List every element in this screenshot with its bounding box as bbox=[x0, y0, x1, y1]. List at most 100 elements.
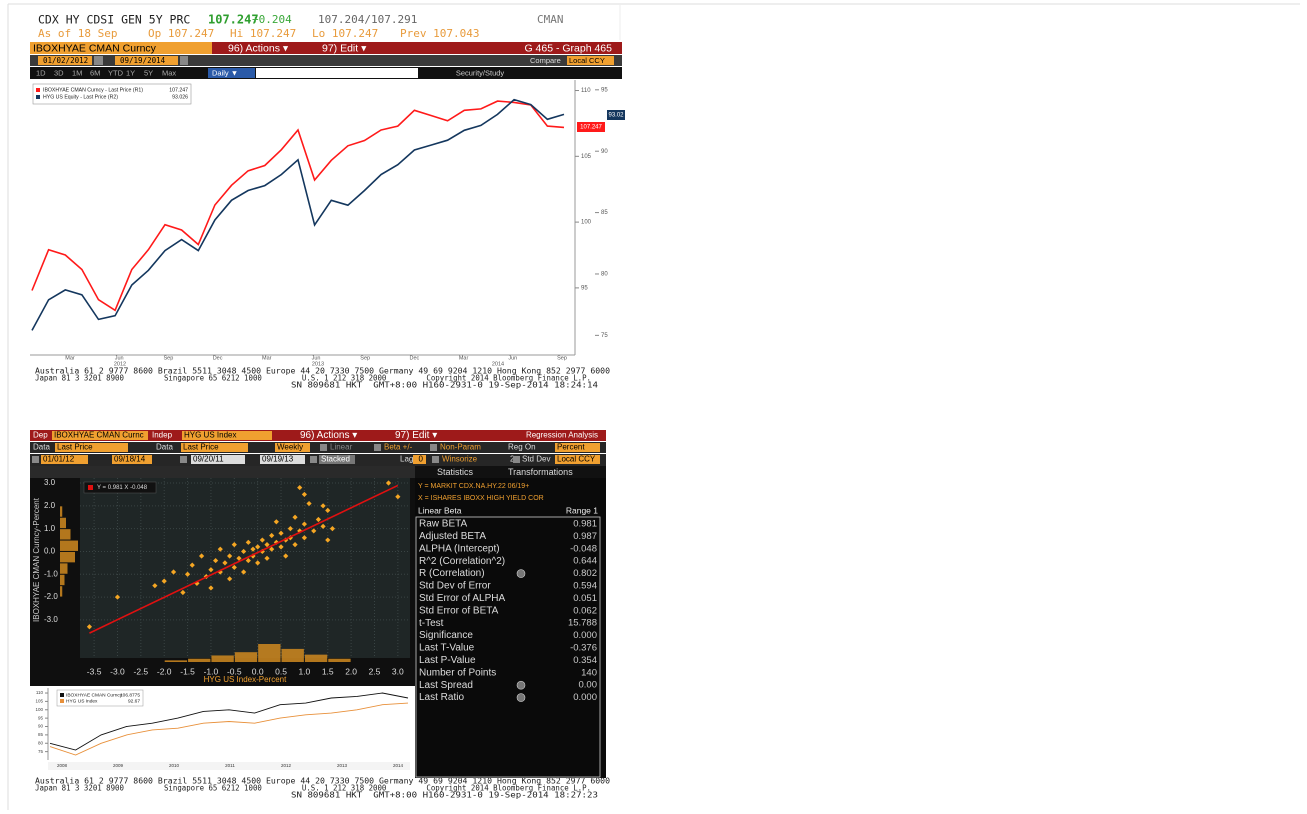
scatter-point bbox=[184, 571, 191, 577]
xticks: Dec bbox=[410, 355, 420, 361]
tabs: Statistics bbox=[437, 467, 474, 477]
regression-line bbox=[89, 484, 399, 634]
periods: 5Y bbox=[144, 68, 153, 77]
xticks: 2.5 bbox=[369, 666, 381, 676]
histogram-bar bbox=[60, 517, 66, 529]
histogram-bar bbox=[304, 654, 328, 662]
graph: G 465 - Graph 465 bbox=[524, 42, 612, 54]
actions: 96) Actions ▾ bbox=[300, 430, 357, 441]
scatter-point bbox=[170, 569, 177, 575]
line3: SN 809681 HKT GMT+8:00 H160-2931-0 19-Se… bbox=[291, 380, 598, 390]
scatter-point bbox=[297, 484, 303, 491]
rows: 15.788 bbox=[568, 618, 597, 629]
name: IBOXHYAE CMAN Curncy - Last Price (R1) bbox=[43, 87, 143, 93]
legend bbox=[56, 689, 144, 707]
rows: 0.062 bbox=[573, 605, 597, 616]
tabs: Transformations bbox=[508, 467, 573, 477]
rows: Std Error of ALPHA bbox=[419, 593, 505, 604]
scatter-point bbox=[245, 539, 251, 545]
price-line bbox=[31, 100, 565, 312]
xticks: Mar bbox=[262, 355, 272, 361]
scatter-point bbox=[259, 537, 265, 543]
label: 3.0 bbox=[44, 478, 56, 487]
legend-value: 106.8775 bbox=[120, 692, 140, 698]
frequency: Weekly bbox=[277, 443, 303, 452]
rows: Significance bbox=[419, 630, 473, 641]
info-button[interactable] bbox=[516, 680, 526, 690]
scatter-point bbox=[231, 564, 237, 571]
rows: 0.802 bbox=[573, 568, 597, 579]
rows: ALPHA (Intercept) bbox=[419, 543, 500, 554]
xticks: 2012 bbox=[281, 763, 292, 768]
scatter-point bbox=[311, 528, 317, 534]
rows: Last Ratio bbox=[419, 692, 464, 703]
scatter-point bbox=[325, 507, 331, 513]
frequency: Daily ▼ bbox=[212, 68, 238, 77]
scatter-point bbox=[227, 576, 233, 582]
rows: 140 bbox=[581, 667, 597, 678]
price-tag bbox=[607, 110, 625, 120]
checkbox bbox=[32, 456, 39, 463]
scatter-point bbox=[259, 548, 265, 555]
data-label2: Data bbox=[156, 443, 173, 452]
field bbox=[191, 455, 245, 464]
bid-ask: 107.204/107.291 bbox=[318, 13, 417, 26]
last: 107.247 bbox=[208, 13, 259, 27]
start: 01/02/2012 bbox=[43, 56, 88, 65]
label: -1.0 bbox=[44, 569, 58, 578]
xticks: Dec bbox=[213, 355, 223, 361]
periods: 3D bbox=[54, 68, 64, 77]
indep-start: 09/20/11 bbox=[193, 455, 224, 464]
scatter-point bbox=[315, 516, 322, 523]
rows: Adjusted BETA bbox=[419, 531, 486, 542]
dropdown bbox=[567, 56, 614, 65]
xticks: 2014 bbox=[393, 763, 404, 768]
dep-start: 01/01/12 bbox=[43, 455, 75, 464]
yticks: 85 bbox=[38, 732, 44, 737]
scatter-point bbox=[301, 491, 307, 498]
rows: R^2 (Correlation^2) bbox=[419, 556, 505, 567]
years: 2012 bbox=[114, 361, 126, 367]
field bbox=[52, 431, 148, 440]
history-line bbox=[49, 702, 409, 756]
dropdown bbox=[275, 443, 310, 452]
xticks: Jun bbox=[115, 355, 124, 361]
xticks: 2010 bbox=[169, 763, 180, 768]
yticks: 110 bbox=[581, 88, 591, 94]
label: 3.0 bbox=[392, 666, 404, 676]
legend-swatch bbox=[60, 693, 64, 697]
xticks: 0.5 bbox=[275, 666, 287, 676]
scatter-point bbox=[241, 569, 247, 575]
scatter-point bbox=[227, 553, 233, 559]
rows: Std Error of BETA bbox=[419, 605, 499, 616]
histogram-bar bbox=[60, 529, 71, 540]
scatter-point bbox=[273, 519, 279, 525]
panel bbox=[212, 42, 622, 54]
scatter-point bbox=[213, 557, 219, 564]
scatter-point bbox=[269, 532, 275, 539]
rows: t-Test bbox=[419, 618, 444, 629]
y2ticks: 95 bbox=[601, 87, 608, 93]
xticks: Sep bbox=[360, 355, 370, 361]
legend bbox=[32, 83, 192, 105]
line1: Australia 61 2 9777 8600 Brazil 5511 304… bbox=[35, 776, 610, 786]
info-button[interactable] bbox=[516, 569, 526, 578]
scatter-point bbox=[222, 560, 228, 566]
plot-area bbox=[30, 80, 575, 355]
beta: Beta +/- bbox=[384, 443, 413, 452]
calendar-button bbox=[94, 56, 103, 65]
rows: 0.00 bbox=[579, 680, 598, 691]
rows: 0.987 bbox=[573, 531, 597, 542]
scatter-point bbox=[236, 555, 242, 561]
legend-swatch bbox=[36, 88, 40, 92]
dep-end: 09/18/14 bbox=[114, 455, 146, 464]
yticks: 100 bbox=[35, 707, 43, 712]
indep-field: Last Price bbox=[183, 443, 219, 452]
periods: 1D bbox=[36, 68, 46, 77]
navigator bbox=[48, 762, 410, 770]
rows: 0.000 bbox=[573, 630, 597, 641]
edit: 97) Edit ▾ bbox=[322, 42, 367, 54]
info-button[interactable] bbox=[516, 693, 526, 702]
histogram-bar bbox=[234, 652, 258, 662]
rows: Std Dev of Error bbox=[419, 581, 491, 592]
